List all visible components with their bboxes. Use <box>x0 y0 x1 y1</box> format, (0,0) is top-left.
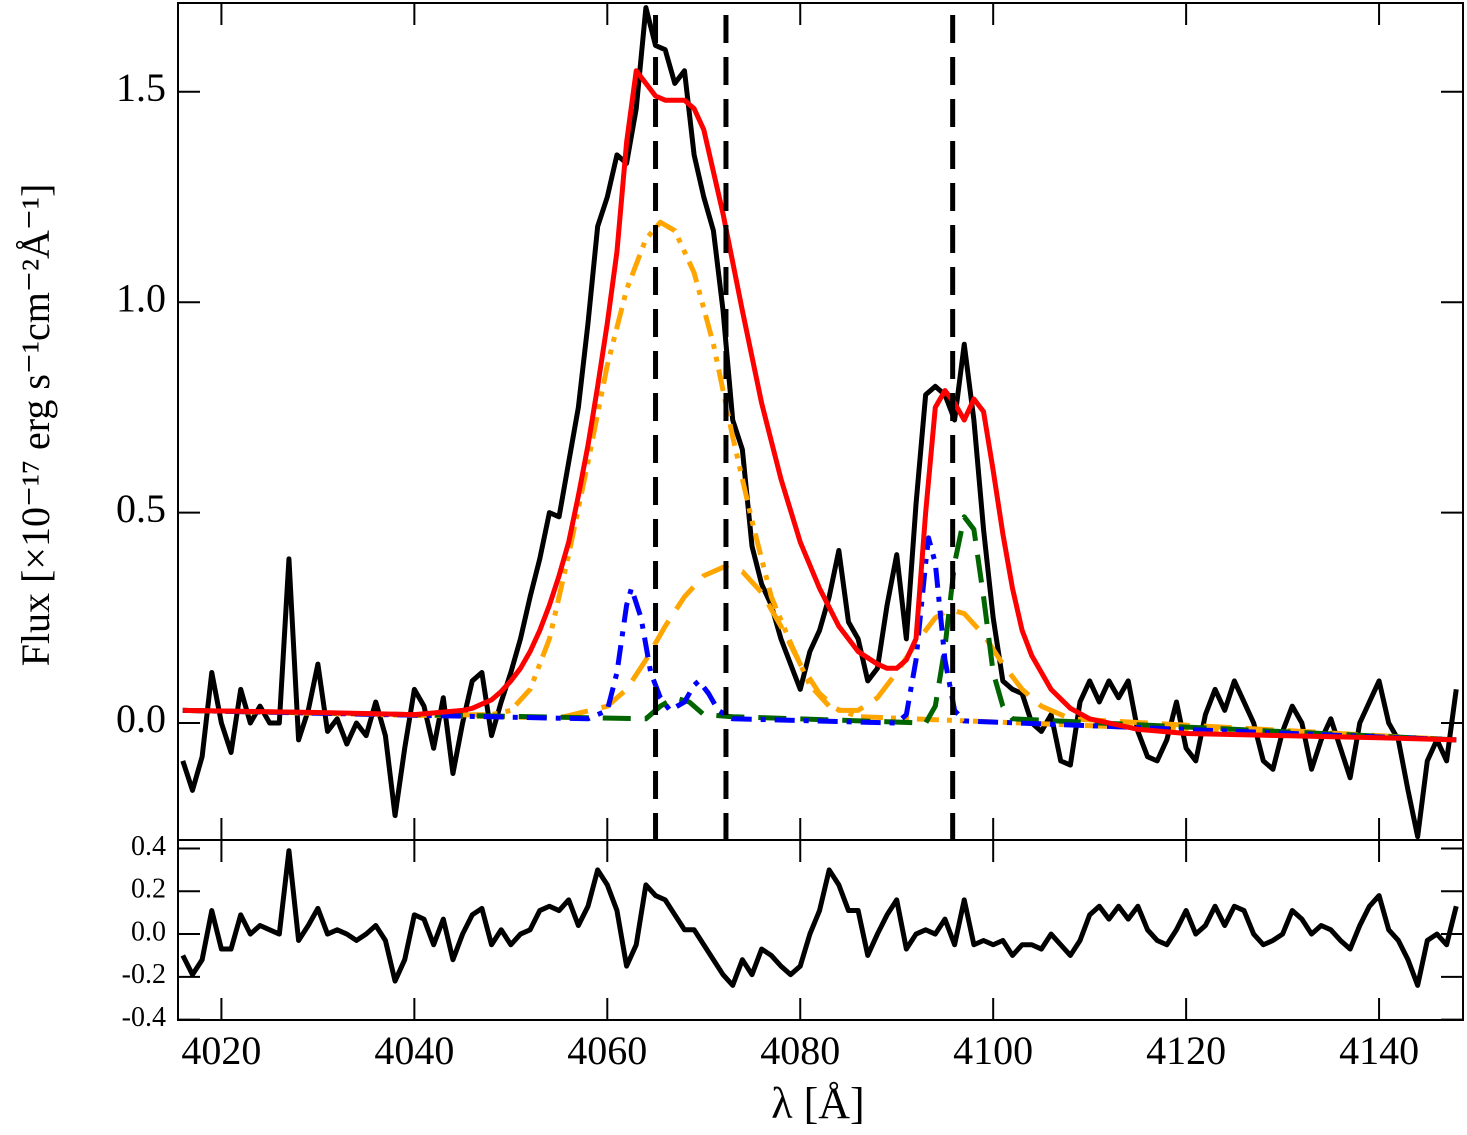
axes-frame <box>177 839 1464 1021</box>
plot-area <box>180 848 1459 988</box>
data-line <box>182 535 1457 743</box>
plot-area <box>180 5 1459 840</box>
x-tick-label: 4020 <box>181 1028 261 1073</box>
x-tick-label: 4100 <box>953 1028 1033 1073</box>
x-tick-label: 4120 <box>1146 1028 1226 1073</box>
data-line <box>180 848 1459 988</box>
x-tick-label: 4040 <box>374 1028 454 1073</box>
x-tick-label: 4060 <box>567 1028 647 1073</box>
y-tick-label: 0.2 <box>131 874 166 905</box>
data-line <box>182 219 1457 743</box>
data-line <box>180 5 1459 840</box>
y-tick-label: 1.5 <box>116 65 166 110</box>
data-line <box>182 564 1457 743</box>
y-tick-label: 0.0 <box>131 916 166 947</box>
y-tick-label: -0.2 <box>122 959 166 990</box>
y-axis-label: Flux [×10⁻¹⁷ erg s⁻¹cm⁻²Å⁻¹] <box>13 184 58 667</box>
x-tick-label: 4140 <box>1339 1028 1419 1073</box>
x-axis-label: λ [Å] <box>771 1079 864 1128</box>
x-tick-label: 4080 <box>760 1028 840 1073</box>
y-tick-label: 0.5 <box>116 486 166 531</box>
y-tick-label: 0.4 <box>131 831 166 862</box>
y-tick-label: 1.0 <box>116 275 166 320</box>
data-line <box>182 68 1457 743</box>
data-line <box>182 514 1457 743</box>
y-tick-label: -0.4 <box>122 1002 166 1033</box>
y-tick-label: 0.0 <box>116 696 166 741</box>
